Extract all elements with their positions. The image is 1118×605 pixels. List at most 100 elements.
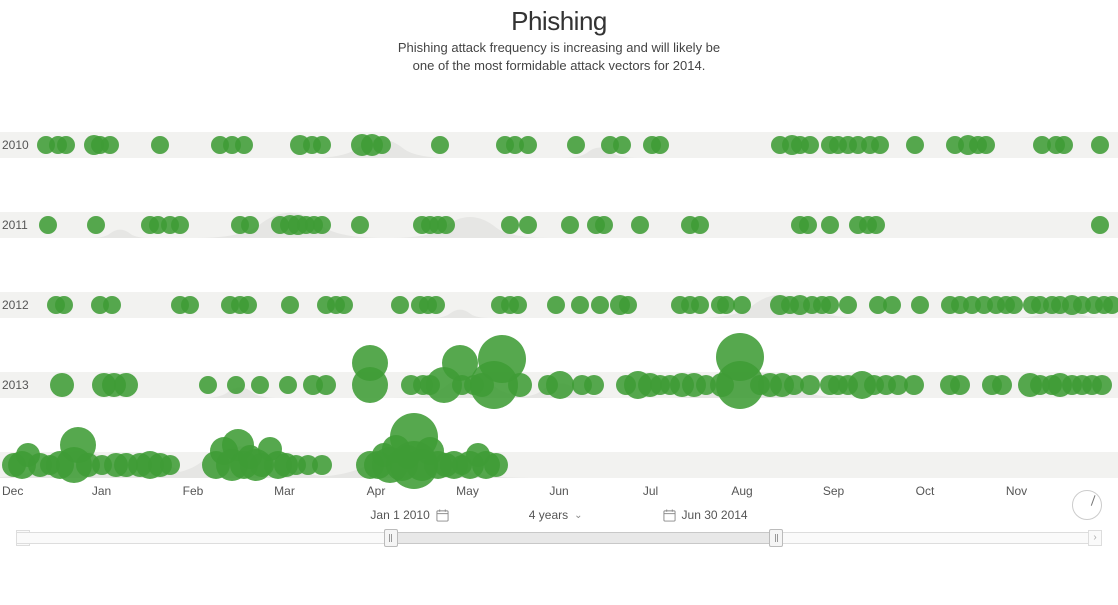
next-button[interactable]: › <box>1088 530 1102 546</box>
event-bubble[interactable] <box>509 296 527 314</box>
x-tick: Jan <box>92 484 111 498</box>
event-bubble[interactable] <box>55 296 73 314</box>
event-bubble[interactable] <box>312 455 332 475</box>
event-bubble[interactable] <box>50 373 74 397</box>
event-bubble[interactable] <box>716 333 764 381</box>
event-bubble[interactable] <box>883 296 901 314</box>
x-tick: Jun <box>549 484 568 498</box>
event-bubble[interactable] <box>352 345 388 381</box>
event-bubble[interactable] <box>1103 296 1118 314</box>
range-end-label: Jun 30 2014 <box>682 508 748 522</box>
chevron-down-icon: ⌄ <box>574 510 582 521</box>
event-bubble[interactable] <box>821 296 839 314</box>
event-bubble[interactable] <box>279 376 297 394</box>
event-bubble[interactable] <box>691 216 709 234</box>
event-bubble[interactable] <box>501 216 519 234</box>
calendar-icon <box>436 509 449 522</box>
event-bubble[interactable] <box>251 376 269 394</box>
event-bubble[interactable] <box>821 216 839 234</box>
header: Phishing Phishing attack frequency is in… <box>0 0 1118 78</box>
event-bubble[interactable] <box>619 296 637 314</box>
range-span-label: 4 years <box>529 508 568 522</box>
event-bubble[interactable] <box>631 216 649 234</box>
x-tick: May <box>456 484 479 498</box>
event-bubble[interactable] <box>241 216 259 234</box>
event-bubble[interactable] <box>651 136 669 154</box>
event-bubble[interactable] <box>373 136 391 154</box>
slider-handle-start[interactable] <box>384 529 398 547</box>
event-bubble[interactable] <box>57 136 75 154</box>
event-bubble[interactable] <box>733 296 751 314</box>
event-bubble[interactable] <box>171 216 189 234</box>
speed-dial[interactable] <box>1072 490 1102 520</box>
event-bubble[interactable] <box>801 136 819 154</box>
chart-row <box>0 398 1118 478</box>
event-bubble[interactable] <box>103 296 121 314</box>
range-start-label: Jan 1 2010 <box>370 508 429 522</box>
event-bubble[interactable] <box>519 216 537 234</box>
slider-selection[interactable] <box>391 532 777 544</box>
event-bubble[interactable] <box>591 296 609 314</box>
x-tick: Aug <box>731 484 752 498</box>
event-bubble[interactable] <box>199 376 217 394</box>
event-bubble[interactable] <box>547 296 565 314</box>
event-bubble[interactable] <box>950 375 970 395</box>
event-bubble[interactable] <box>431 136 449 154</box>
chart-row: 2011 <box>0 158 1118 238</box>
event-bubble[interactable] <box>595 216 613 234</box>
row-label: 2011 <box>2 218 28 232</box>
row-label: 2010 <box>2 138 29 152</box>
event-bubble[interactable] <box>101 136 119 154</box>
event-bubble[interactable] <box>235 136 253 154</box>
event-bubble[interactable] <box>484 453 508 477</box>
event-bubble[interactable] <box>437 216 455 234</box>
event-bubble[interactable] <box>800 375 820 395</box>
event-bubble[interactable] <box>613 136 631 154</box>
event-bubble[interactable] <box>571 296 589 314</box>
event-bubble[interactable] <box>87 216 105 234</box>
event-bubble[interactable] <box>871 136 889 154</box>
event-bubble[interactable] <box>799 216 817 234</box>
event-bubble[interactable] <box>39 216 57 234</box>
event-bubble[interactable] <box>1091 216 1109 234</box>
range-start[interactable]: Jan 1 2010 <box>370 508 448 522</box>
event-bubble[interactable] <box>911 296 929 314</box>
event-bubble[interactable] <box>114 373 138 397</box>
event-bubble[interactable] <box>867 216 885 234</box>
range-end[interactable]: Jun 30 2014 <box>663 508 748 522</box>
event-bubble[interactable] <box>335 296 353 314</box>
event-bubble[interactable] <box>567 136 585 154</box>
event-bubble[interactable] <box>904 375 924 395</box>
slider-handle-end[interactable] <box>769 529 783 547</box>
event-bubble[interactable] <box>1005 296 1023 314</box>
event-bubble[interactable] <box>181 296 199 314</box>
event-bubble[interactable] <box>160 455 180 475</box>
event-bubble[interactable] <box>281 296 299 314</box>
event-bubble[interactable] <box>1091 136 1109 154</box>
event-bubble[interactable] <box>1055 136 1073 154</box>
event-bubble[interactable] <box>906 136 924 154</box>
event-bubble[interactable] <box>508 373 532 397</box>
event-bubble[interactable] <box>427 296 445 314</box>
event-bubble[interactable] <box>313 216 331 234</box>
event-bubble[interactable] <box>1092 375 1112 395</box>
chart-row: 2010 <box>0 78 1118 158</box>
range-span[interactable]: 4 years ⌄ <box>529 508 583 522</box>
event-bubble[interactable] <box>977 136 995 154</box>
event-bubble[interactable] <box>839 296 857 314</box>
event-bubble[interactable] <box>313 136 331 154</box>
event-bubble[interactable] <box>546 371 574 399</box>
event-bubble[interactable] <box>561 216 579 234</box>
event-bubble[interactable] <box>239 296 257 314</box>
event-bubble[interactable] <box>691 296 709 314</box>
event-bubble[interactable] <box>519 136 537 154</box>
x-tick: Mar <box>274 484 295 498</box>
event-bubble[interactable] <box>316 375 336 395</box>
event-bubble[interactable] <box>351 216 369 234</box>
event-bubble[interactable] <box>992 375 1012 395</box>
event-bubble[interactable] <box>151 136 169 154</box>
event-bubble[interactable] <box>391 296 409 314</box>
event-bubble[interactable] <box>584 375 604 395</box>
event-bubble[interactable] <box>227 376 245 394</box>
range-slider[interactable]: ‹ › <box>16 526 1102 550</box>
